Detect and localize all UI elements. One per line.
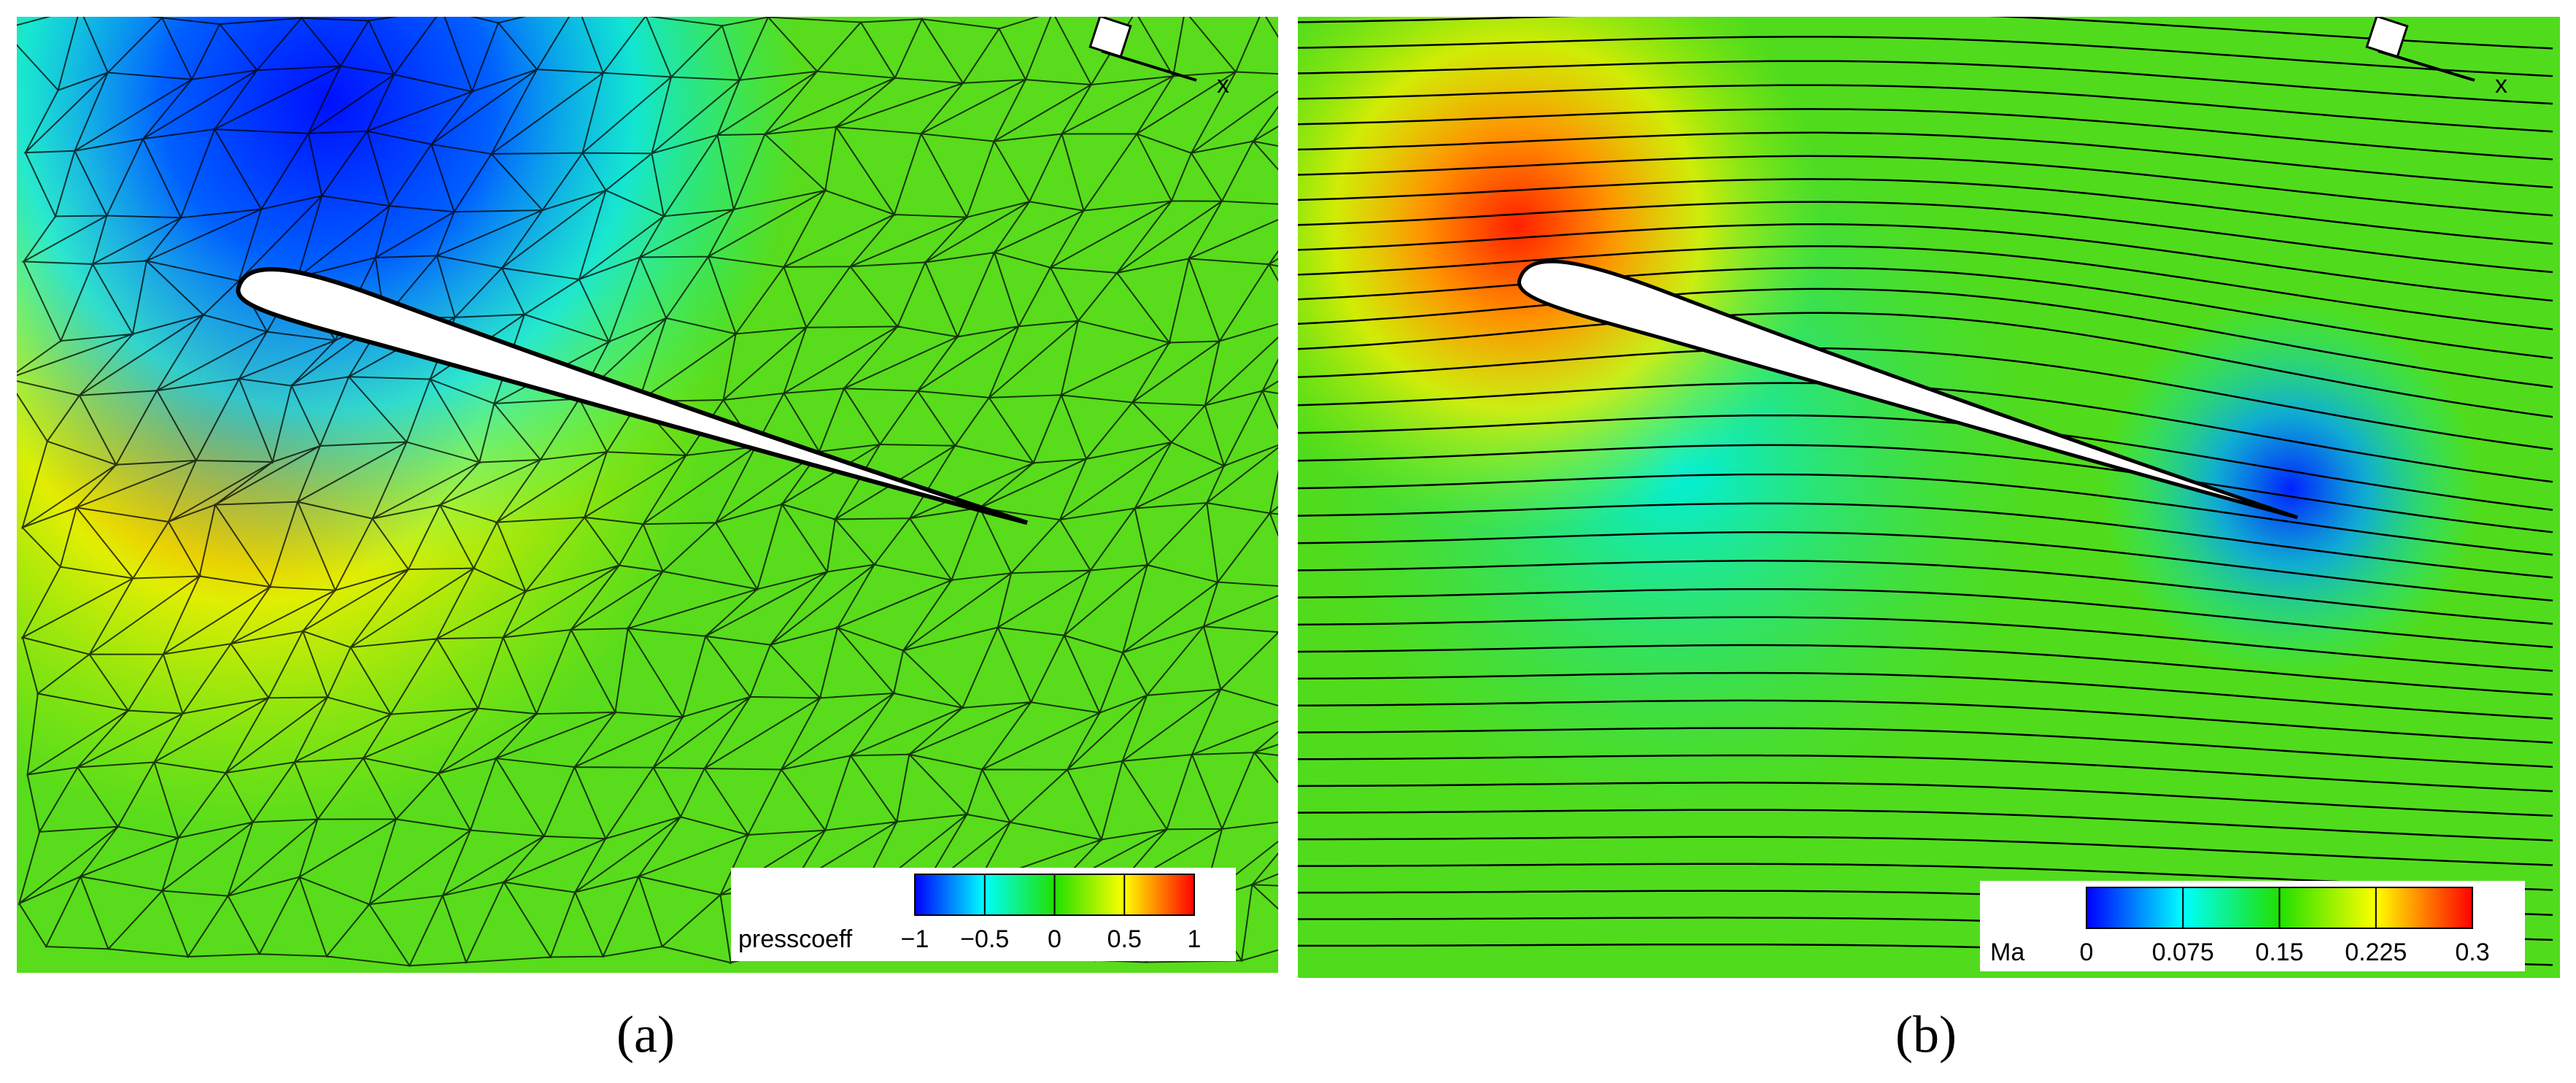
mesh-lines [17,17,1278,968]
pressure-low [17,17,1278,973]
airfoil [236,266,1028,525]
streamline [1298,178,2553,245]
streamline [1298,616,2553,672]
streamline [1298,201,2553,274]
caption: (a) [616,1006,675,1064]
colorbar-tick-label: −1 [901,925,929,953]
colorbar-tick-label: 0.225 [2345,939,2407,966]
streamline [1298,531,2553,602]
colorbar-tick-label: 0 [1048,925,1061,953]
caption: (b) [1895,1006,1957,1064]
streamline [1298,155,2553,217]
streamline [1298,699,2553,744]
colorbar-tick-label: 1 [1188,925,1202,953]
colorbar-a: presscoeff −1 −0.5 0 0.5 1 [731,868,1236,961]
colorbar-tick-label: 0.3 [2455,939,2489,966]
streamline [1298,84,2553,133]
streamline [1298,36,2553,77]
colorbar-tick-label: 0 [2080,939,2094,966]
streamline [1298,754,2553,793]
streamline [1298,560,2553,625]
colorbar-tick-label: −0.5 [960,925,1009,953]
streamline [1298,108,2553,161]
streamline [1298,444,2553,533]
axis-label: x [1217,71,1229,99]
streamline [1298,473,2553,556]
streamline [1298,727,2553,768]
colorbar-b: Ma 0 0.075 0.15 0.225 0.3 [1980,881,2525,971]
streamline [1298,312,2553,418]
streamline [1298,223,2553,302]
mach-low [1298,17,2560,978]
streamline [1298,782,2553,817]
mesh [17,17,1278,968]
streamline [1298,836,2553,866]
streamline [1298,245,2553,331]
streamline [1298,266,2553,359]
streamline [1298,644,2553,696]
streamline [1298,60,2553,105]
panel-a: x [17,17,1278,973]
streamline [1298,502,2553,579]
colorbar-tick-label: 0.5 [1107,925,1142,953]
axis-line [2378,50,2475,82]
axis-label: x [2495,71,2507,99]
streamline [1298,17,2553,50]
colorbar-tick-label: 0.075 [2152,939,2214,966]
colorbar-label: Ma [1990,939,2024,966]
streamline [1298,131,2553,189]
streamline [1298,587,2553,649]
streamlines [1298,17,2553,966]
streamline [1298,288,2553,388]
colorbar-tick-label: 0.15 [2255,939,2303,966]
panel-b: x [1298,17,2560,978]
streamline [1298,671,2553,720]
airfoil [1517,259,2299,520]
streamline [1298,347,2553,450]
streamline [1298,414,2553,511]
streamline [1298,809,2553,841]
axis-line [1101,50,1197,82]
colorbar-label: presscoeff [738,925,853,953]
